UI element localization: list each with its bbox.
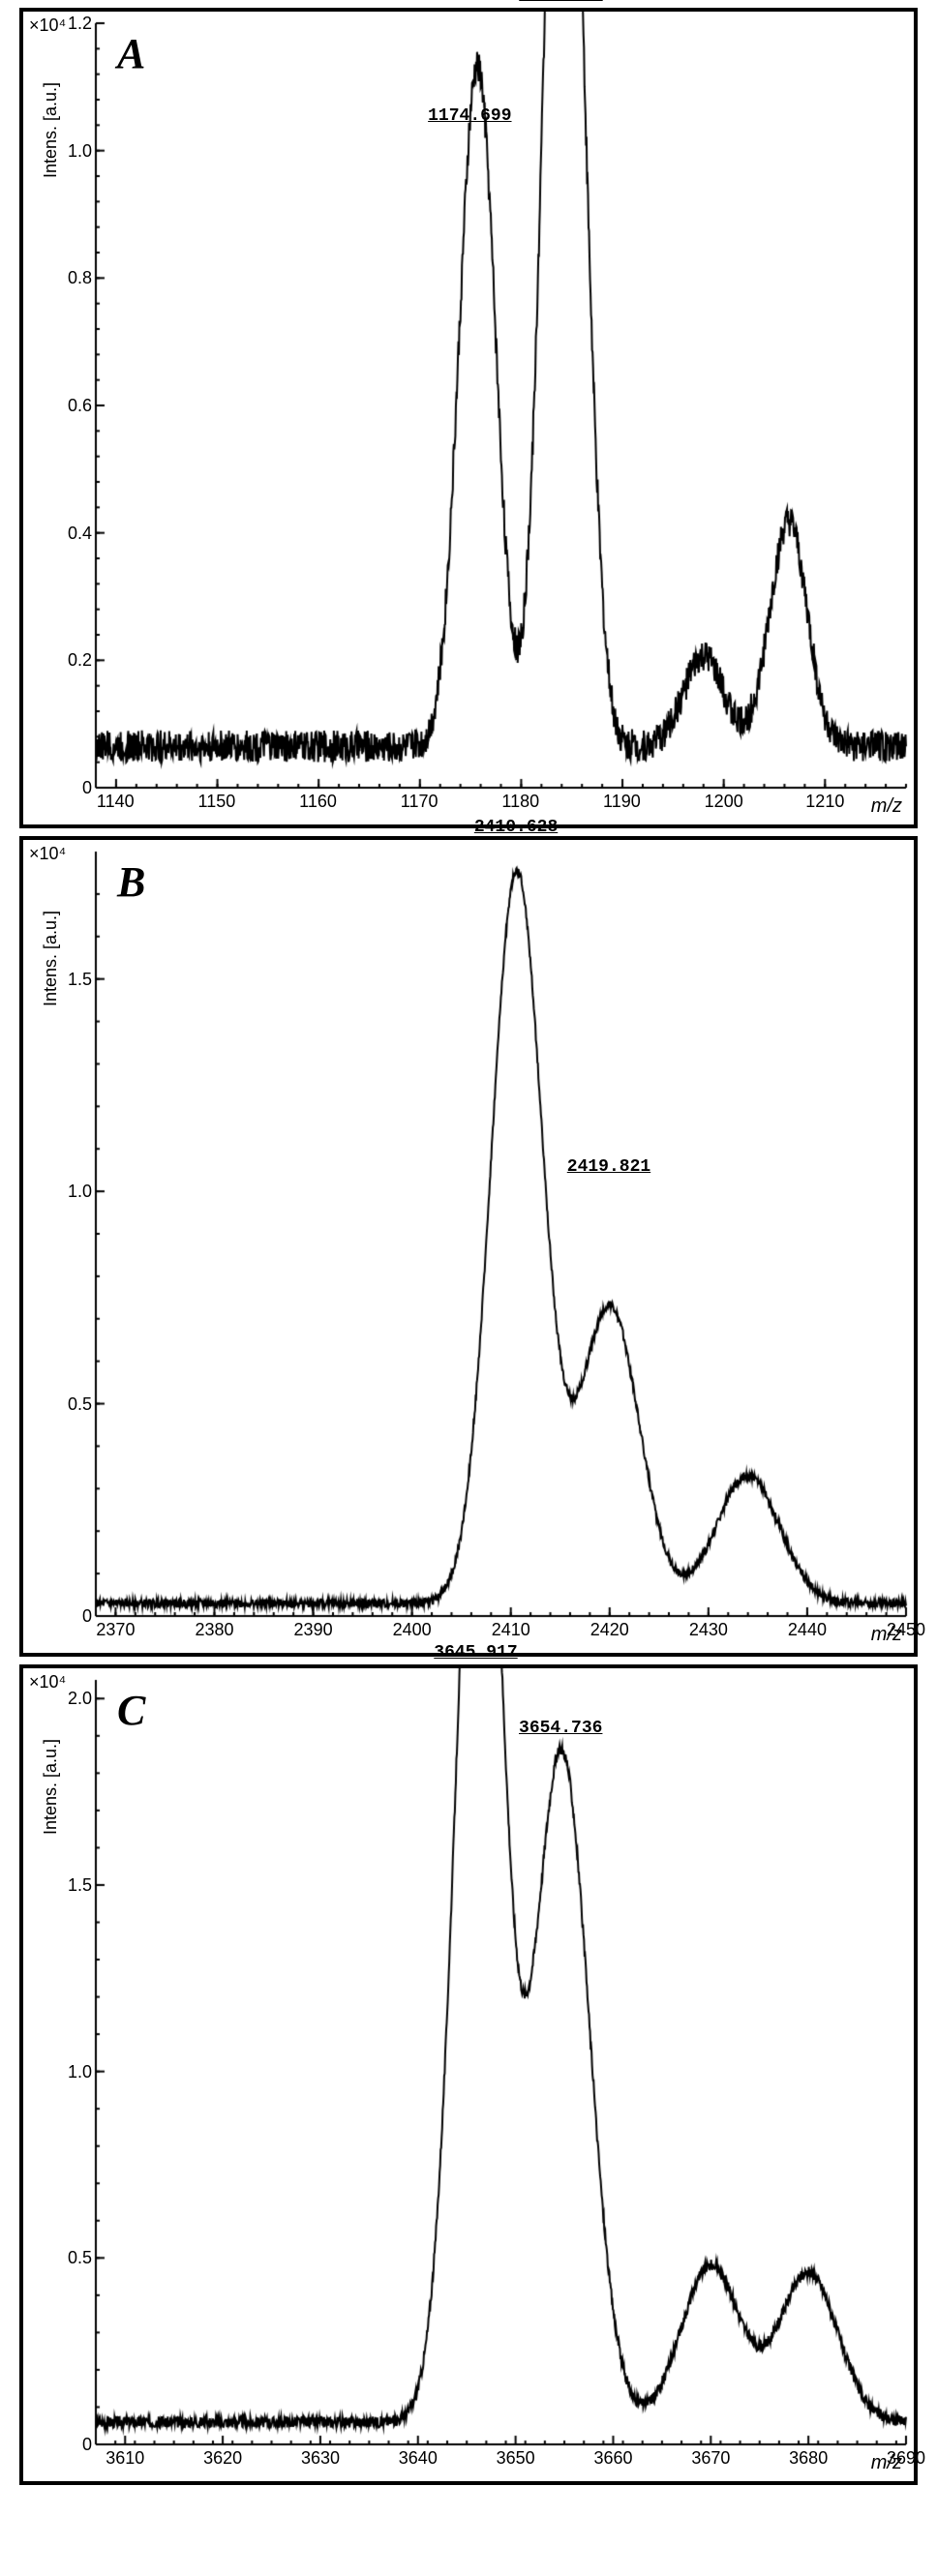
y-tick: 1.2 bbox=[68, 14, 92, 34]
peak-label: 1183.770 bbox=[519, 0, 602, 5]
y-tick: 0.8 bbox=[68, 268, 92, 288]
y-tick: 1.0 bbox=[68, 2062, 92, 2082]
x-axis-label: m/z bbox=[871, 795, 902, 818]
chart-panel-C: 36103620363036403650366036703680369000.5… bbox=[19, 1664, 918, 2485]
peak-label: 1174.699 bbox=[428, 106, 511, 126]
y-tick: 0 bbox=[82, 778, 92, 798]
chart-panel-A: 1140 1150 1160 1170 1180 1190 1200 1210 0 0.2 0.4 0… bbox=[19, 8, 918, 828]
y-exponent: ×10⁴ bbox=[29, 844, 66, 864]
x-tick: 3670 bbox=[691, 2448, 730, 2469]
peak-label: 2410.628 bbox=[474, 818, 558, 837]
panel-label: A bbox=[117, 29, 145, 78]
peak-label: 3654.736 bbox=[519, 1719, 602, 1738]
x-axis-label: m/z bbox=[871, 2452, 902, 2474]
x-tick: 1190 bbox=[603, 792, 641, 812]
y-axis-label: Intens. [a.u.] bbox=[41, 82, 61, 178]
x-tick: 3640 bbox=[399, 2448, 438, 2469]
y-tick: 0 bbox=[82, 1606, 92, 1627]
y-tick: 1.0 bbox=[68, 1182, 92, 1202]
x-tick: 1170 bbox=[401, 792, 438, 812]
chart-canvas-A bbox=[23, 12, 914, 824]
x-tick: 2370 bbox=[96, 1620, 135, 1640]
chart-canvas-B bbox=[23, 840, 914, 1653]
y-tick: 2.0 bbox=[68, 1689, 92, 1709]
y-tick: 1.5 bbox=[68, 970, 92, 990]
y-axis-label: Intens. [a.u.] bbox=[41, 911, 61, 1006]
chart-panel-B: 23702380239024002410242024302440245000.5… bbox=[19, 836, 918, 1657]
y-tick: 0 bbox=[82, 2435, 92, 2455]
y-axis-label: Intens. [a.u.] bbox=[41, 1739, 61, 1835]
y-tick: 0.6 bbox=[68, 396, 92, 416]
x-tick: 2410 bbox=[492, 1620, 530, 1640]
y-exponent: ×10⁴ bbox=[29, 15, 66, 36]
x-tick: 2400 bbox=[393, 1620, 432, 1640]
x-tick: 3680 bbox=[789, 2448, 828, 2469]
x-tick: 3610 bbox=[106, 2448, 144, 2469]
x-tick: 2390 bbox=[294, 1620, 333, 1640]
y-tick: 1.0 bbox=[68, 141, 92, 162]
panel-label: C bbox=[117, 1686, 145, 1735]
x-tick: 3650 bbox=[497, 2448, 535, 2469]
y-exponent: ×10⁴ bbox=[29, 1672, 66, 1692]
y-tick: 1.5 bbox=[68, 1875, 92, 1896]
x-tick: 1140 bbox=[97, 792, 135, 812]
x-tick: 3620 bbox=[203, 2448, 242, 2469]
x-tick: 2440 bbox=[788, 1620, 827, 1640]
y-tick: 0.5 bbox=[68, 1394, 92, 1415]
x-tick: 1160 bbox=[299, 792, 337, 812]
x-tick: 2430 bbox=[689, 1620, 728, 1640]
x-tick: 1200 bbox=[705, 792, 743, 812]
y-tick: 0.5 bbox=[68, 2248, 92, 2268]
x-tick: 1210 bbox=[805, 792, 844, 812]
x-tick: 3630 bbox=[301, 2448, 340, 2469]
x-tick: 1180 bbox=[501, 792, 539, 812]
peak-label: 3645.917 bbox=[434, 1643, 517, 1662]
x-tick: 2380 bbox=[195, 1620, 233, 1640]
x-tick: 1150 bbox=[198, 792, 236, 812]
x-axis-label: m/z bbox=[871, 1624, 902, 1646]
chart-canvas-C bbox=[23, 1668, 914, 2481]
y-tick: 0.2 bbox=[68, 650, 92, 671]
y-tick: 0.4 bbox=[68, 524, 92, 544]
panel-label: B bbox=[117, 857, 145, 907]
peak-label: 2419.821 bbox=[567, 1157, 650, 1177]
x-tick: 2420 bbox=[590, 1620, 629, 1640]
x-tick: 3660 bbox=[593, 2448, 632, 2469]
